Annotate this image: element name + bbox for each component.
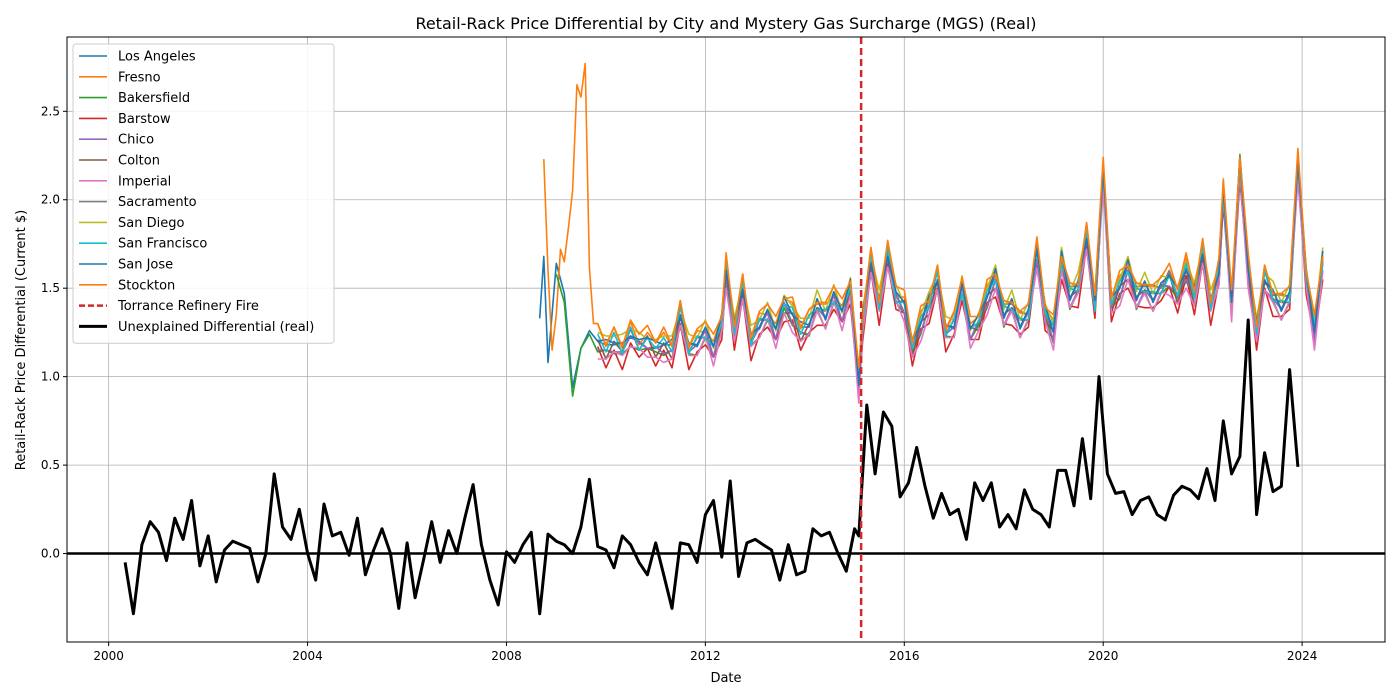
series-line-unexplained-differential	[123, 318, 1300, 616]
x-tick-label: 2000	[93, 649, 124, 663]
chart-title: Retail-Rack Price Differential by City a…	[415, 14, 1036, 33]
legend-label: Los Angeles	[118, 50, 196, 65]
legend-box	[72, 43, 335, 344]
legend-label: Imperial	[118, 174, 171, 189]
plot-area-frame	[66, 36, 1386, 643]
legend-label: Fresno	[118, 70, 161, 85]
x-tick-label: 2020	[1088, 649, 1119, 663]
y-tick-label: 1.0	[41, 370, 60, 384]
legend-label: Barstow	[118, 112, 171, 127]
legend-label: Colton	[118, 154, 160, 169]
series-line-stockton	[596, 147, 1324, 369]
y-tick-label: 2.0	[41, 193, 60, 207]
x-tick-label: 2004	[292, 649, 323, 663]
y-axis-label: Retail-Rack Price Differential (Current …	[14, 210, 29, 470]
legend-label: Bakersfield	[118, 91, 190, 106]
legend: Los Angeles Fresno Bakersfield Barstow Chico…	[72, 43, 335, 344]
legend-label: San Diego	[118, 216, 184, 231]
x-tick-label: 2016	[889, 649, 920, 663]
x-tick-label: 2012	[690, 649, 721, 663]
legend-label: Torrance Refinery Fire	[117, 299, 259, 314]
legend-label: San Jose	[118, 258, 173, 273]
legend-label: Unexplained Differential (real)	[118, 320, 314, 335]
x-axis-label: Date	[710, 671, 741, 686]
legend-label: San Francisco	[118, 237, 207, 252]
y-tick-label: 0.0	[41, 547, 60, 561]
series-line-imperial	[597, 170, 1324, 405]
x-axis: 2000 2004 2008 2012 2016 2020 2024	[93, 642, 1317, 663]
y-tick-label: 1.5	[41, 281, 60, 295]
x-tick-label: 2008	[491, 649, 522, 663]
legend-label: Stockton	[118, 278, 175, 293]
y-axis: 0.0 0.5 1.0 1.5 2.0 2.5	[41, 104, 67, 561]
x-tick-label: 2024	[1287, 649, 1318, 663]
legend-label: Sacramento	[118, 195, 197, 210]
legend-label: Chico	[118, 133, 154, 148]
y-tick-label: 0.5	[41, 458, 60, 472]
y-tick-label: 2.5	[41, 104, 60, 118]
plot-lines	[123, 62, 1324, 616]
